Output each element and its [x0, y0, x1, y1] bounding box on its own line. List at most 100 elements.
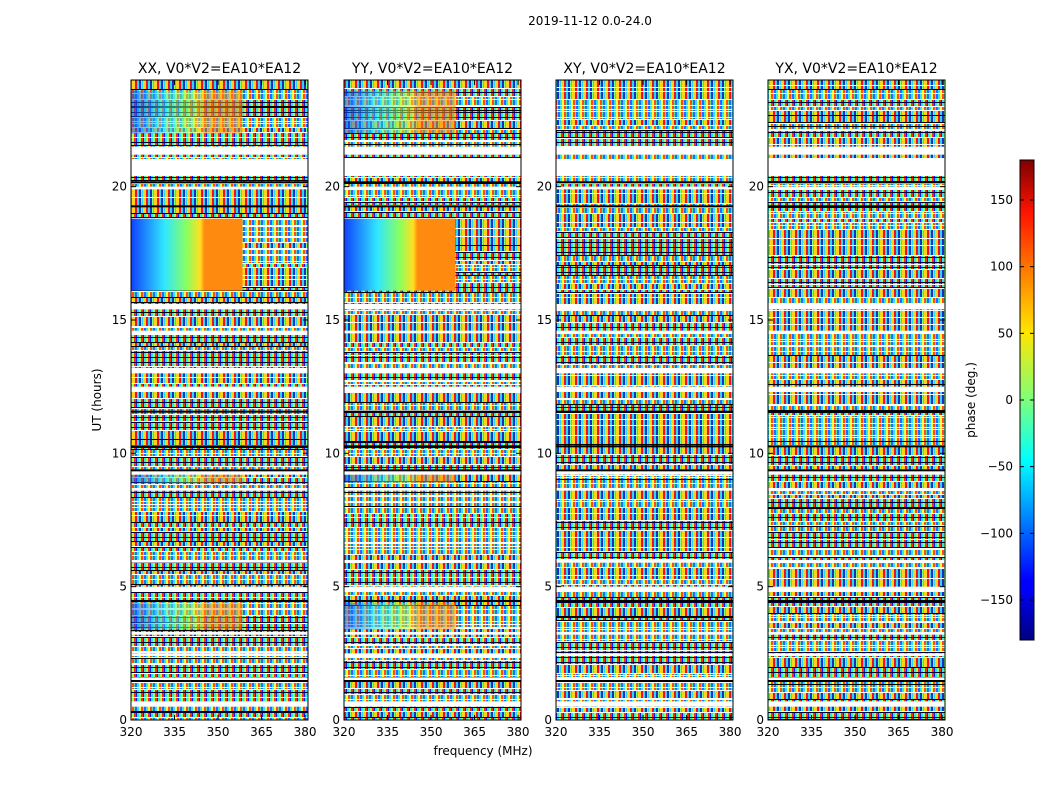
- phase-line: [768, 379, 945, 380]
- phase-band: [768, 86, 945, 89]
- phase-band: [556, 455, 733, 464]
- phase-line: [344, 506, 521, 507]
- phase-band: [556, 188, 733, 193]
- phase-line: [344, 717, 521, 718]
- phase-band: [556, 691, 733, 698]
- gap-line: [768, 600, 945, 602]
- phase-band: [131, 698, 308, 704]
- phase-band: [131, 133, 308, 137]
- phase-line: [556, 231, 733, 232]
- phase-line: [131, 497, 308, 498]
- colorbar-tick-label: −50: [988, 460, 1013, 474]
- panel-yx: YX, V0*V2=EA10*EA12 320 335 350 365 380 0 5 10 15…: [749, 61, 954, 739]
- flagged-row: [131, 160, 308, 176]
- phase-line: [556, 213, 733, 214]
- y-tick-label: 5: [119, 580, 127, 594]
- phase-band: [344, 457, 521, 464]
- phase-band: [344, 212, 521, 218]
- phase-band: [344, 417, 521, 426]
- flagged-row: [556, 386, 733, 392]
- phase-band: [344, 507, 521, 513]
- flagged-row: [556, 330, 733, 334]
- phase-line: [344, 688, 521, 689]
- phase-line: [344, 492, 521, 493]
- phase-band: [131, 189, 308, 197]
- phase-band: [344, 547, 521, 554]
- phase-band: [768, 298, 945, 305]
- phase-line: [131, 312, 308, 313]
- flagged-row: [344, 469, 521, 475]
- phase-band: [768, 107, 945, 110]
- smooth-phase-region: [344, 90, 456, 134]
- phase-band: [768, 499, 945, 508]
- phase-line: [131, 357, 308, 358]
- phase-band: [344, 356, 521, 362]
- flagged-row: [556, 488, 733, 491]
- x-tick-label: 365: [887, 725, 910, 739]
- colorbar-label: phase (deg.): [964, 362, 978, 438]
- phase-band: [344, 555, 521, 562]
- flagged-row: [131, 368, 308, 374]
- phase-band: [556, 372, 733, 375]
- x-tick-label: 350: [632, 725, 655, 739]
- phase-band: [556, 598, 733, 607]
- phase-band: [556, 284, 733, 289]
- phase-line: [768, 394, 945, 395]
- phase-band: [556, 239, 733, 247]
- phase-band: [556, 214, 733, 222]
- phase-band: [768, 522, 945, 526]
- phase-band: [768, 428, 945, 437]
- phase-line: [768, 699, 945, 700]
- phase-line: [768, 110, 945, 111]
- phase-band: [131, 489, 308, 497]
- phase-line: [556, 345, 733, 346]
- y-tick-label: 0: [332, 713, 340, 727]
- phase-band: [131, 181, 308, 188]
- phase-band: [344, 708, 521, 711]
- x-tick-label: 350: [420, 725, 443, 739]
- y-tick-label: 20: [749, 180, 764, 194]
- phase-band: [344, 514, 521, 517]
- phase-band: [344, 645, 521, 648]
- phase-band: [556, 232, 733, 238]
- flagged-row: [768, 186, 945, 190]
- phase-band: [344, 536, 521, 542]
- phase-band: [556, 580, 733, 584]
- flagged-row: [344, 368, 521, 374]
- phase-line: [131, 421, 308, 422]
- gap-line: [556, 181, 733, 184]
- phase-band: [131, 327, 308, 334]
- phase-band: [768, 618, 945, 622]
- flagged-row: [131, 677, 308, 680]
- phase-line: [768, 613, 945, 614]
- gap-line: [344, 469, 521, 472]
- phase-band: [556, 100, 733, 109]
- phase-band: [556, 194, 733, 203]
- phase-band: [131, 446, 308, 449]
- phase-band: [344, 315, 521, 322]
- phase-band: [131, 589, 308, 597]
- phase-line: [556, 559, 733, 560]
- phase-band: [768, 629, 945, 633]
- phase-band: [131, 571, 308, 574]
- phase-band: [556, 674, 733, 677]
- phase-band: [768, 634, 945, 640]
- smooth-phase-region: [344, 218, 456, 291]
- phase-line: [131, 541, 308, 542]
- colorbar: −150 −100 −50 0 50 100 150 phase (deg.): [964, 159, 1035, 641]
- phase-band: [344, 134, 521, 140]
- phase-line: [131, 697, 308, 698]
- phase-line: [768, 355, 945, 356]
- phase-line: [344, 292, 521, 293]
- flagged-row: [768, 304, 945, 310]
- phase-band: [344, 381, 521, 384]
- phase-band: [131, 422, 308, 430]
- flagged-row: [344, 160, 521, 176]
- phase-band: [768, 438, 945, 441]
- phase-band: [556, 316, 733, 322]
- flagged-row: [344, 677, 521, 680]
- phase-band: [556, 80, 733, 87]
- phase-line: [131, 584, 308, 585]
- flagged-row: [131, 304, 308, 310]
- phase-band: [768, 212, 945, 218]
